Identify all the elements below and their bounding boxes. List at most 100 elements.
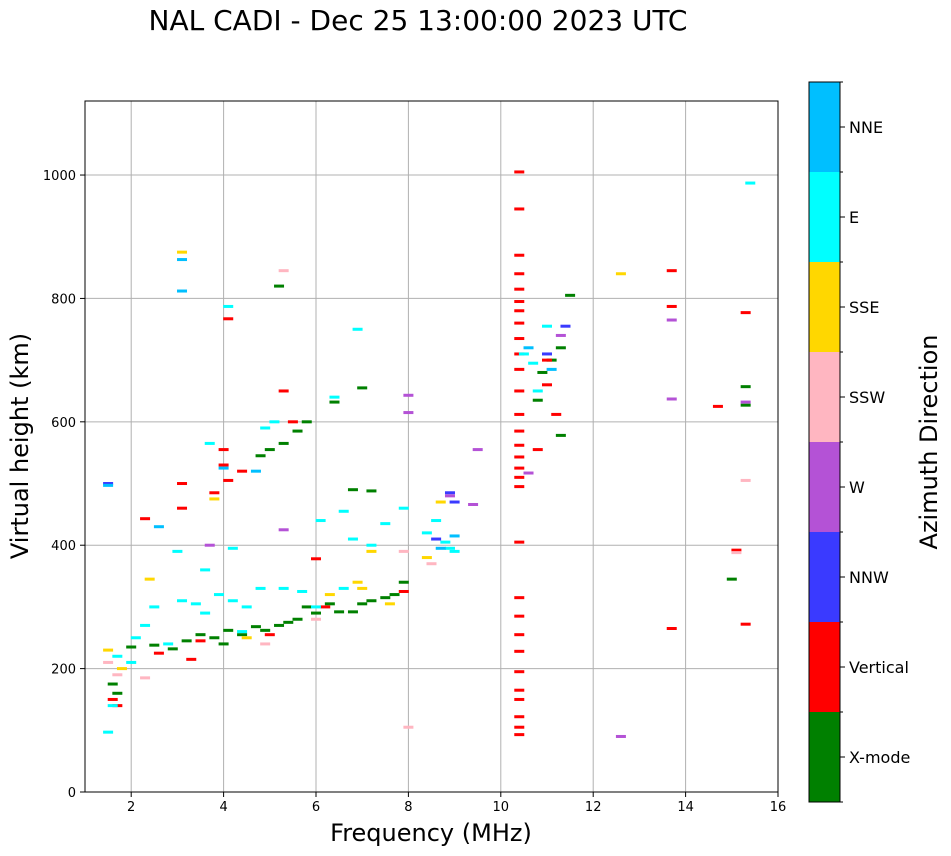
data-point-sse (103, 648, 114, 652)
data-point-e (440, 540, 451, 544)
data-point-x-mode (532, 398, 543, 402)
data-point-ssw (140, 676, 151, 680)
data-point-nnw (449, 500, 460, 504)
data-point-nne (250, 469, 261, 473)
x-tick-label: 8 (404, 800, 412, 815)
colorbar-segment (809, 262, 840, 352)
colorbar-tick-label: X-mode (849, 748, 910, 767)
data-point-x-mode (237, 633, 248, 637)
data-point-x-mode (537, 370, 548, 374)
data-point-vertical (712, 404, 723, 408)
data-point-sse (435, 500, 446, 504)
colorbar-tick-label: E (849, 208, 859, 227)
x-tick-label: 4 (219, 800, 227, 815)
data-point-ssw (426, 562, 437, 566)
data-point-x-mode (366, 599, 377, 603)
data-point-vertical (223, 317, 234, 321)
data-point-vertical (514, 688, 525, 692)
data-point-vertical (514, 272, 525, 276)
data-point-w (403, 411, 414, 415)
data-point-x-mode (334, 610, 345, 614)
data-point-vertical (731, 548, 742, 552)
data-point-vertical (177, 482, 188, 486)
data-point-x-mode (311, 611, 321, 615)
data-point-e (200, 611, 211, 615)
data-point-x-mode (357, 386, 368, 390)
y-tick-label: 0 (68, 786, 76, 801)
data-point-vertical (542, 358, 552, 362)
chart-title: NAL CADI - Dec 25 13:00:00 2023 UTC (148, 4, 688, 37)
colorbar-frame (808, 81, 841, 803)
data-point-vertical (514, 733, 525, 737)
data-point-x-mode (324, 602, 335, 606)
data-point-e (398, 506, 409, 510)
data-point-x-mode (223, 628, 234, 632)
data-point-vertical (532, 448, 543, 452)
data-point-sse (209, 497, 220, 501)
data-point-vertical (264, 633, 275, 637)
data-point-sse (357, 586, 368, 590)
data-point-vertical (514, 321, 525, 325)
data-point-e (172, 549, 183, 553)
data-point-x-mode (366, 489, 377, 493)
data-point-vertical (514, 367, 525, 371)
data-point-e (177, 599, 188, 603)
data-point-sse (352, 580, 363, 584)
data-point-vertical (514, 596, 525, 600)
data-point-x-mode (740, 385, 751, 389)
data-point-vertical (514, 715, 525, 719)
data-point-e (315, 519, 326, 523)
data-point-e (260, 426, 271, 430)
data-point-e (311, 605, 321, 609)
data-point-vertical (542, 383, 552, 387)
data-point-ssw (403, 725, 414, 729)
data-point-x-mode (126, 645, 137, 649)
data-point-vertical (218, 448, 229, 452)
colorbar-tick-label: SSE (849, 298, 879, 317)
data-point-ssw (260, 642, 271, 646)
data-point-nne (103, 483, 114, 487)
data-point-vertical (237, 469, 248, 473)
data-point-x-mode (329, 400, 340, 404)
data-point-e (745, 181, 756, 185)
data-point-vertical (666, 304, 677, 308)
data-point-x-mode (301, 605, 312, 609)
colorbar-segment (809, 532, 840, 622)
data-point-x-mode (181, 639, 192, 643)
data-point-e (255, 586, 266, 590)
data-point-x-mode (255, 454, 266, 458)
data-point-w (740, 400, 751, 404)
data-point-vertical (107, 697, 118, 701)
data-marks (103, 170, 756, 738)
data-point-e (338, 509, 349, 513)
data-point-sse (241, 636, 252, 640)
data-point-vertical (514, 485, 525, 489)
data-point-x-mode (218, 642, 229, 646)
data-point-vertical (223, 478, 234, 482)
data-point-e (227, 599, 238, 603)
data-point-e (329, 395, 340, 399)
data-point-x-mode (264, 448, 275, 452)
data-point-vertical (514, 300, 525, 304)
data-point-sse (116, 667, 127, 671)
data-point-x-mode (555, 433, 566, 437)
data-point-e (532, 389, 543, 393)
colorbar-segment (809, 622, 840, 712)
data-point-vertical (514, 466, 525, 470)
data-point-vertical (514, 475, 525, 479)
data-point-ssw (103, 660, 114, 664)
data-point-x-mode (398, 580, 409, 584)
data-point-x-mode (283, 620, 294, 624)
data-point-vertical (153, 651, 164, 655)
data-point-e (103, 730, 114, 734)
data-point-e (112, 654, 123, 658)
data-point-e (237, 630, 248, 634)
data-point-e (241, 605, 252, 609)
data-point-e (107, 704, 118, 708)
data-point-w (555, 333, 566, 337)
data-point-nne (218, 466, 229, 470)
data-point-w (278, 528, 289, 532)
data-point-sse (177, 250, 188, 254)
data-point-nnw (444, 491, 455, 495)
data-point-e (297, 589, 308, 593)
